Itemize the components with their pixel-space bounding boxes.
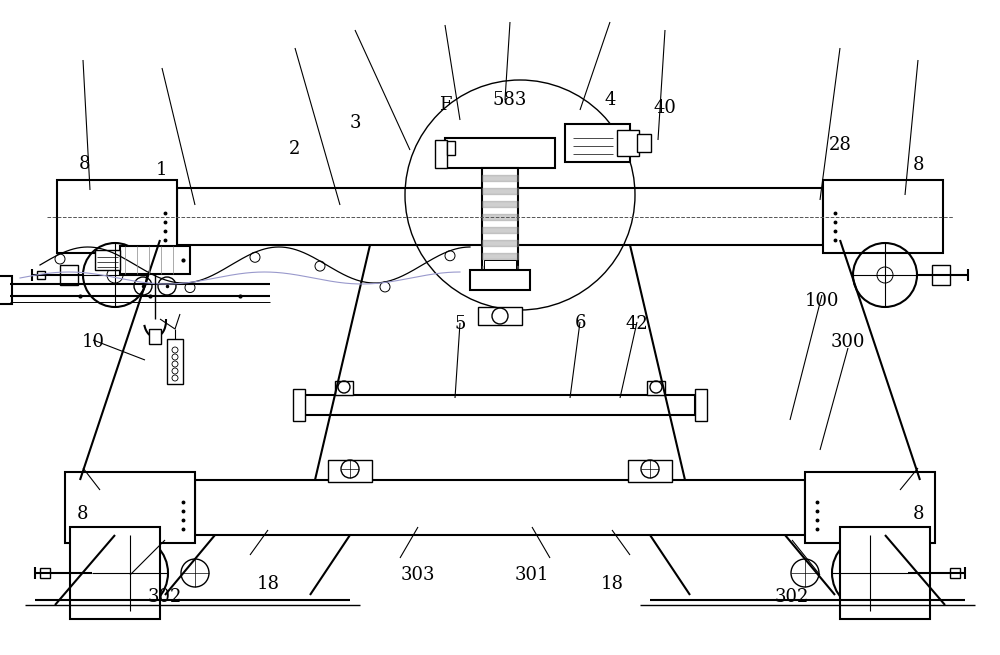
Text: F: F: [439, 96, 451, 114]
Bar: [60, 265, 78, 285]
Bar: [637, 134, 651, 152]
Bar: [484, 260, 516, 280]
Bar: [40, 568, 50, 578]
Bar: [647, 381, 665, 395]
Bar: [0, 276, 12, 304]
Text: 6: 6: [574, 314, 586, 332]
Bar: [950, 568, 960, 578]
Bar: [37, 271, 45, 279]
Text: 583: 583: [493, 90, 527, 109]
Text: 8: 8: [77, 505, 89, 523]
Text: 301: 301: [515, 566, 549, 584]
Bar: [932, 265, 950, 285]
Bar: [335, 381, 353, 395]
Bar: [435, 140, 447, 168]
Text: 8: 8: [79, 155, 91, 173]
Bar: [805, 472, 935, 543]
Bar: [482, 168, 518, 285]
Text: 100: 100: [805, 292, 839, 310]
Bar: [57, 180, 177, 253]
Text: 4: 4: [604, 90, 616, 109]
Bar: [65, 472, 195, 543]
Text: 3: 3: [349, 114, 361, 132]
Bar: [177, 188, 823, 245]
Text: 1: 1: [156, 161, 168, 179]
Bar: [565, 124, 630, 162]
Bar: [628, 460, 672, 482]
Text: 8: 8: [912, 156, 924, 174]
Bar: [167, 339, 183, 384]
Bar: [823, 180, 943, 253]
Text: 8: 8: [912, 505, 924, 523]
Text: 42: 42: [626, 315, 648, 333]
Bar: [293, 389, 305, 421]
Bar: [149, 329, 161, 344]
Bar: [328, 460, 372, 482]
Text: 10: 10: [82, 333, 104, 351]
Text: 300: 300: [831, 333, 865, 351]
Text: 302: 302: [148, 588, 182, 607]
Bar: [695, 389, 707, 421]
Bar: [305, 395, 695, 415]
Bar: [478, 307, 522, 325]
Text: 28: 28: [829, 136, 851, 155]
Text: 18: 18: [600, 575, 624, 593]
Text: 5: 5: [454, 315, 466, 333]
Bar: [445, 138, 555, 168]
Text: 303: 303: [401, 566, 435, 584]
Bar: [95, 250, 120, 270]
Text: 18: 18: [256, 575, 280, 593]
Bar: [120, 246, 190, 274]
Bar: [447, 141, 455, 155]
Bar: [617, 130, 639, 156]
Bar: [470, 270, 530, 290]
Text: 302: 302: [775, 588, 809, 607]
Text: 40: 40: [654, 99, 676, 117]
Text: 2: 2: [289, 140, 301, 159]
Bar: [70, 527, 160, 619]
Bar: [195, 480, 805, 535]
Bar: [840, 527, 930, 619]
